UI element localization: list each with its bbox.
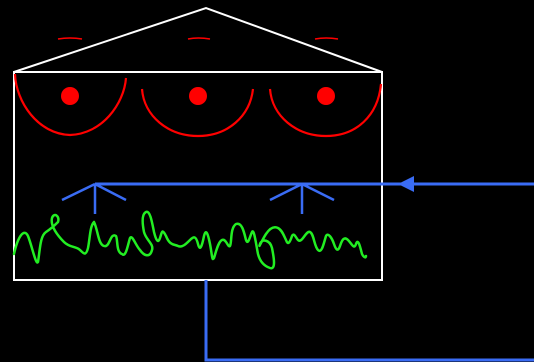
heater-lamp	[61, 87, 79, 105]
inlet-pipe	[95, 176, 534, 192]
heater-center	[140, 87, 255, 138]
heater-arc	[140, 88, 255, 138]
heater-lamp	[317, 87, 335, 105]
heater-left	[13, 73, 128, 137]
flow-arrow-icon	[398, 176, 414, 192]
outlet-pipe	[204, 280, 534, 362]
spray-right	[301, 182, 335, 202]
spray-left	[61, 182, 96, 202]
spray-left	[269, 182, 303, 202]
heater-arc	[268, 83, 383, 138]
sprinkler-right	[269, 182, 335, 214]
plants	[12, 210, 368, 270]
sprinkler-left	[61, 182, 127, 214]
heater-lamp	[189, 87, 207, 105]
roof-reflections	[57, 37, 339, 40]
roof-reflection-center	[187, 37, 211, 40]
spray-right	[94, 182, 127, 202]
heaters	[13, 73, 383, 138]
roof-reflection-right	[314, 37, 339, 40]
greenhouse-body	[13, 71, 383, 281]
greenhouse-roof	[13, 6, 383, 73]
heater-right	[268, 83, 383, 138]
roof-reflection-left	[57, 37, 83, 40]
heater-arc	[13, 73, 128, 137]
sprinklers	[61, 182, 335, 214]
